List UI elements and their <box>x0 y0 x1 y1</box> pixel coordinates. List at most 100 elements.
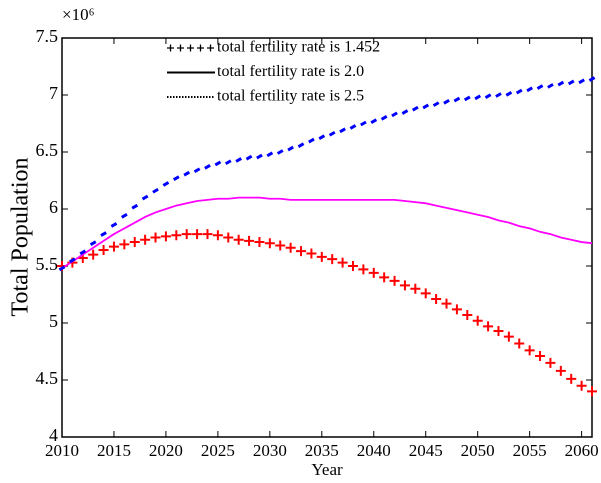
x-tick-label: 2010 <box>45 441 79 460</box>
data-point <box>119 239 130 250</box>
x-tick-label: 2015 <box>97 441 131 460</box>
data-point <box>297 142 305 148</box>
data-point <box>462 310 473 321</box>
data-point <box>451 304 462 315</box>
data-point <box>110 222 118 228</box>
data-point <box>503 331 514 342</box>
legend-symbol <box>177 44 184 52</box>
x-tick-label: 2025 <box>201 441 235 460</box>
data-point <box>328 130 336 137</box>
data-point <box>545 357 556 368</box>
data-point <box>349 124 357 130</box>
y-tick-label: 4.5 <box>36 368 59 388</box>
data-point <box>275 240 286 251</box>
data-point <box>264 238 275 249</box>
y-multiplier: ×10⁶ <box>62 5 95 24</box>
data-point <box>524 345 535 356</box>
data-point <box>536 84 544 90</box>
data-point <box>515 88 523 95</box>
data-point <box>441 298 452 309</box>
data-point <box>432 101 440 107</box>
x-tick-label: 2040 <box>357 441 391 460</box>
data-point <box>254 237 265 248</box>
data-point <box>171 230 182 241</box>
y-tick-label: 7.5 <box>36 26 59 46</box>
data-point <box>368 267 379 278</box>
data-point <box>443 99 450 105</box>
data-point <box>410 283 421 294</box>
data-point <box>576 380 587 391</box>
data-point <box>183 170 191 177</box>
data-point <box>235 157 243 163</box>
data-point <box>380 115 388 121</box>
data-point <box>483 321 494 332</box>
legend-label: total fertility rate is 1.452 <box>217 39 380 56</box>
data-point <box>474 94 482 101</box>
data-point <box>472 315 483 326</box>
data-point <box>89 240 97 246</box>
y-tick-label: 5 <box>49 311 58 331</box>
data-point <box>318 134 326 140</box>
legend-symbol <box>187 44 194 52</box>
data-point <box>505 91 513 97</box>
legend-label: total fertility rate is 2.5 <box>217 88 364 105</box>
data-point <box>160 231 171 242</box>
data-point <box>152 187 159 194</box>
data-point <box>193 167 201 174</box>
data-point <box>296 246 307 257</box>
x-tick-label: 2030 <box>253 441 287 460</box>
data-point <box>514 338 525 349</box>
data-point <box>567 79 575 86</box>
plot-frame <box>61 37 593 438</box>
data-point <box>566 373 577 384</box>
data-point <box>306 248 317 259</box>
data-point <box>379 272 390 283</box>
data-point <box>181 229 192 240</box>
data-point <box>358 264 369 275</box>
data-point <box>204 164 211 170</box>
y-tick-label: 5.5 <box>36 254 59 274</box>
data-point <box>535 351 546 362</box>
data-point <box>98 245 109 256</box>
x-tick-label: 2055 <box>513 441 547 460</box>
data-point <box>172 175 180 182</box>
data-point <box>547 83 554 89</box>
data-point <box>212 230 223 241</box>
data-point <box>389 275 400 286</box>
y-tick-label: 6 <box>49 197 58 217</box>
y-axis-label: Total Population <box>8 158 34 317</box>
data-point <box>150 232 161 243</box>
x-tick-label: 2060 <box>565 441 599 460</box>
legend-label: total fertility rate is 2.0 <box>217 63 364 80</box>
y-tick-label: 6.5 <box>36 140 59 160</box>
data-point <box>493 325 504 336</box>
data-point <box>431 294 442 305</box>
x-tick-label: 2035 <box>305 441 339 460</box>
x-tick-label: 2045 <box>409 441 443 460</box>
data-point <box>360 120 367 127</box>
data-point <box>162 181 170 187</box>
data-point <box>69 257 76 264</box>
data-point <box>391 111 398 118</box>
data-point <box>79 249 87 256</box>
legend-symbol <box>207 44 214 52</box>
data-point <box>121 213 128 219</box>
x-axis-label: Year <box>311 460 343 479</box>
x-tick-label: 2020 <box>149 441 183 460</box>
data-point <box>337 257 348 268</box>
data-point <box>141 194 149 201</box>
data-point <box>192 229 203 240</box>
legend-symbol <box>167 44 174 52</box>
data-point <box>526 86 533 93</box>
data-point <box>327 254 338 265</box>
data-point <box>484 93 492 99</box>
data-point <box>140 234 151 245</box>
data-point <box>495 92 502 98</box>
data-point <box>316 251 327 262</box>
data-point <box>131 203 139 210</box>
data-point <box>256 153 263 160</box>
data-point <box>214 160 222 167</box>
data-point <box>224 159 232 166</box>
series-line <box>61 196 593 270</box>
